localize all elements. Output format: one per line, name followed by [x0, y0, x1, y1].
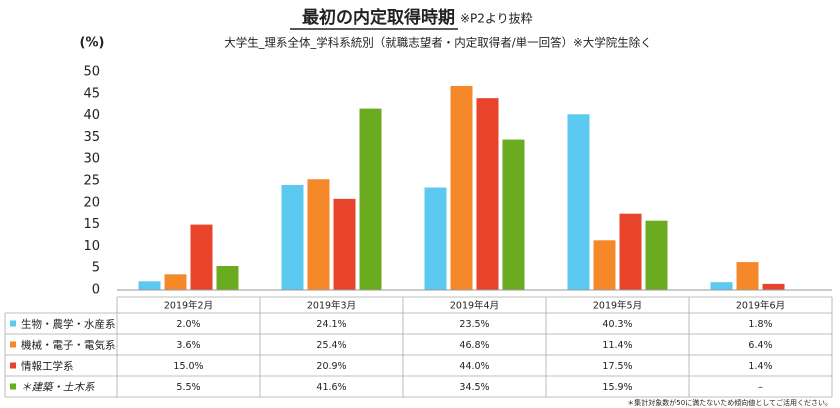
legend-label: 生物・農学・水産系 — [21, 318, 116, 331]
table-value: 23.5% — [459, 319, 489, 330]
bar — [450, 85, 473, 291]
table-value: – — [758, 382, 763, 393]
table-value: 1.8% — [748, 319, 772, 330]
legend-swatch — [10, 320, 16, 327]
x-tick-label: 2019年3月 — [307, 300, 356, 312]
legend-label: 情報工学系 — [21, 360, 74, 373]
bar — [645, 220, 668, 290]
title-note: ※P2より抜粋 — [460, 12, 533, 26]
bar — [359, 108, 382, 291]
table-value: 34.5% — [459, 382, 489, 393]
chart-title: 最初の内定取得時期 — [302, 7, 455, 28]
y-tick-label: 5 — [92, 261, 100, 276]
x-tick-label: 2019年4月 — [450, 300, 499, 312]
table-value: 41.6% — [316, 382, 346, 393]
bar — [307, 179, 330, 290]
bar — [502, 139, 525, 290]
bar — [164, 274, 187, 290]
bar — [762, 283, 785, 290]
bar — [216, 266, 239, 290]
y-tick-label: 0 — [92, 283, 100, 298]
legend-swatch — [10, 362, 16, 369]
table-value: 6.4% — [748, 340, 772, 351]
subtitle: 大学生_理系全体_学科系統別（就職志望者・内定取得者/単一回答）※大学院生除く — [224, 36, 652, 50]
bar — [736, 262, 759, 290]
bar — [619, 213, 642, 290]
y-tick-label: 40 — [83, 108, 100, 123]
y-axis-label: (%) — [80, 36, 105, 51]
legend-label: 機械・電子・電気系 — [21, 339, 116, 352]
table-value: 24.1% — [316, 319, 346, 330]
table-value: 5.5% — [176, 382, 200, 393]
table-value: 46.8% — [459, 340, 489, 351]
y-tick-label: 25 — [83, 174, 100, 189]
table-value: 44.0% — [459, 361, 489, 372]
table-value: 40.3% — [602, 319, 632, 330]
bar — [190, 224, 213, 290]
table-value: 25.4% — [316, 340, 346, 351]
y-tick-label: 45 — [83, 86, 100, 101]
table-value: 17.5% — [602, 361, 632, 372]
table-value: 3.6% — [176, 340, 200, 351]
bar — [476, 98, 499, 290]
y-tick-label: 10 — [83, 239, 100, 254]
x-tick-label: 2019年2月 — [164, 300, 213, 312]
table-value: 1.4% — [748, 361, 772, 372]
x-tick-label: 2019年5月 — [593, 300, 642, 312]
legend-swatch — [10, 383, 16, 390]
x-tick-label: 2019年6月 — [736, 300, 785, 312]
y-tick-label: 20 — [83, 195, 100, 210]
y-tick-label: 50 — [83, 65, 100, 80]
bar — [281, 184, 304, 290]
bar — [333, 198, 356, 290]
table-value: 15.9% — [602, 382, 632, 393]
y-tick-label: 35 — [83, 130, 100, 145]
bar — [424, 187, 447, 290]
bar — [710, 282, 733, 290]
legend-label: ＊建築・土木系 — [21, 382, 96, 394]
y-tick-label: 15 — [83, 217, 100, 232]
table-value: 11.4% — [602, 340, 632, 351]
table-value: 20.9% — [316, 361, 346, 372]
y-tick-label: 30 — [83, 152, 100, 167]
bar — [138, 281, 161, 290]
bar — [567, 114, 590, 291]
bar — [593, 240, 616, 290]
table-value: 15.0% — [173, 361, 203, 372]
table-value: 2.0% — [176, 319, 200, 330]
footnote: ＊集計対象数が50に満たないため傾向値としてご活用ください。 — [627, 398, 832, 407]
legend-swatch — [10, 341, 16, 348]
